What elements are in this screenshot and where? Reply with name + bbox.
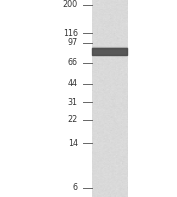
Bar — [92, 47, 127, 49]
Text: 44: 44 — [68, 79, 78, 88]
Text: 6: 6 — [73, 183, 78, 192]
Bar — [92, 48, 127, 55]
Text: 200: 200 — [63, 0, 78, 9]
Text: 22: 22 — [68, 115, 78, 124]
Text: 97: 97 — [68, 38, 78, 47]
Text: 116: 116 — [63, 29, 78, 38]
Text: 66: 66 — [68, 58, 78, 67]
Text: 14: 14 — [68, 139, 78, 148]
Text: 31: 31 — [68, 98, 78, 107]
